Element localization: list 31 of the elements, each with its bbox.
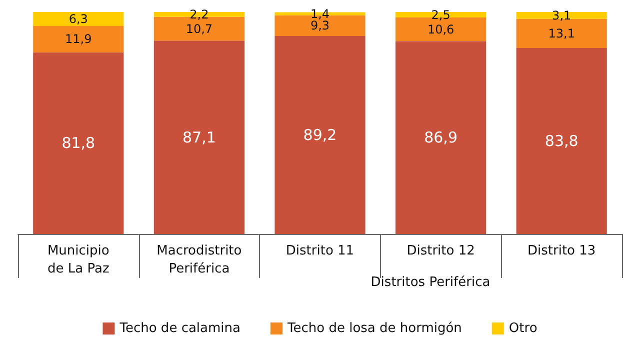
data-label: 11,9 — [65, 32, 92, 46]
data-label: 2,5 — [431, 8, 450, 22]
x-tick-label: Municipio de La Paz — [47, 244, 110, 276]
bar — [154, 40, 244, 234]
data-label: 89,2 — [303, 126, 337, 144]
legend-label: Techo de losa de hormigón — [286, 321, 462, 336]
x-tick-label: Distrito 11 — [286, 244, 354, 258]
bar — [33, 12, 124, 26]
data-label: 83,8 — [544, 132, 578, 150]
data-label: 81,8 — [62, 134, 96, 152]
data-label: 86,9 — [424, 128, 458, 147]
bar — [274, 36, 366, 234]
data-label: 3,1 — [552, 8, 572, 22]
data-label: 10,7 — [186, 22, 213, 36]
bar — [33, 52, 124, 234]
data-label: 13,1 — [548, 26, 575, 40]
bar — [516, 12, 607, 19]
data-label: 2,2 — [190, 7, 209, 22]
bar — [516, 48, 607, 234]
data-label: 10,6 — [427, 22, 454, 36]
data-label: 6,3 — [68, 12, 88, 26]
data-label: 87,1 — [182, 128, 216, 146]
x-tick-label: Distrito 12 — [406, 244, 475, 258]
data-label: 9,3 — [310, 18, 330, 33]
text: Distritos Periférica — [370, 275, 490, 290]
legend-label: Techo de calamina — [118, 321, 240, 336]
x-tick-label: Macrodistrito Periférica — [156, 244, 242, 276]
legend-label: Otro — [508, 321, 538, 336]
x-tick-label: Distrito 13 — [528, 244, 596, 258]
bar — [396, 41, 486, 234]
bar — [33, 26, 124, 52]
